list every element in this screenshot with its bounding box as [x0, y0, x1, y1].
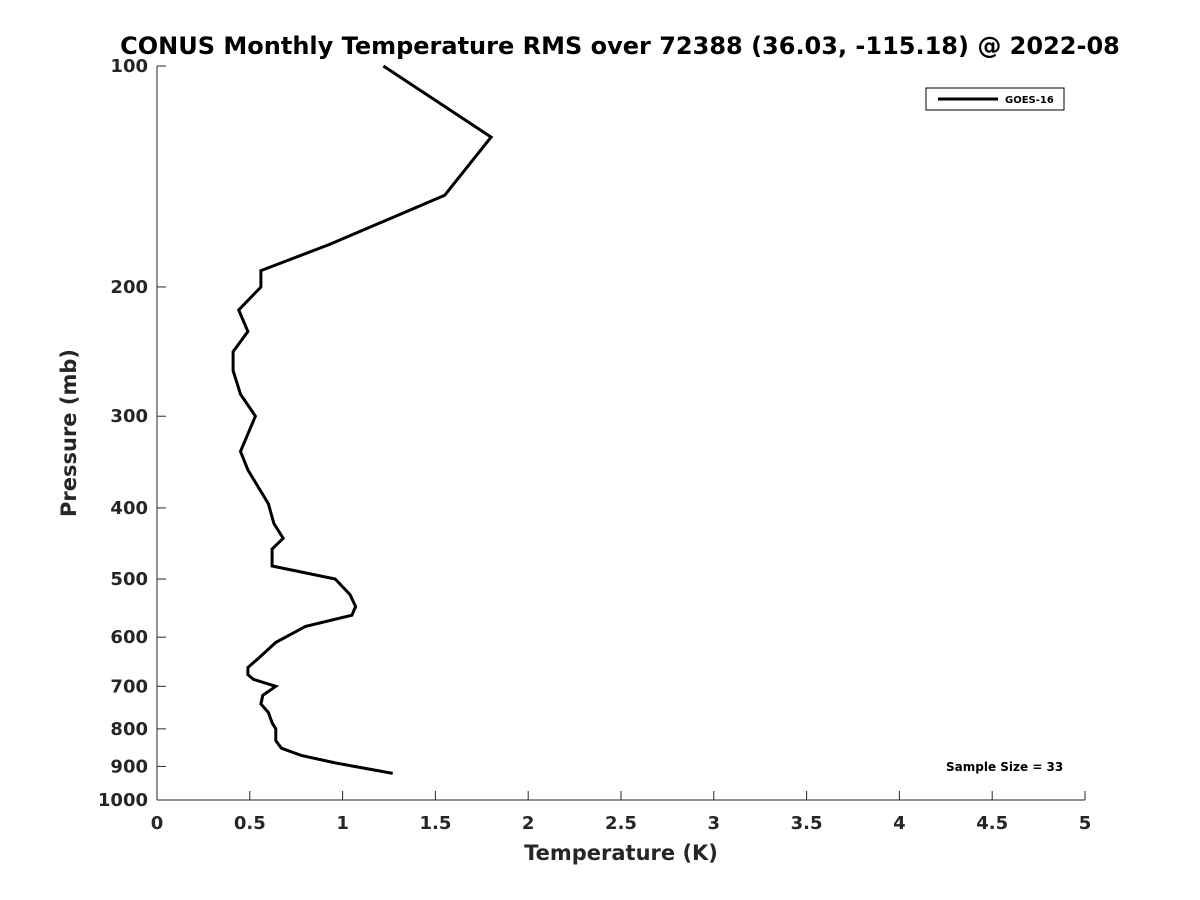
y-tick-label: 100: [110, 56, 148, 77]
x-tick-label: 2.5: [605, 813, 637, 834]
legend-label: GOES-16: [1005, 95, 1054, 106]
y-tick-label: 300: [110, 406, 148, 427]
y-tick-label: 400: [110, 498, 148, 519]
x-tick-label: 3: [708, 813, 721, 834]
legend: GOES-16: [925, 87, 1065, 111]
y-axis-label: Pressure (mb): [57, 349, 81, 517]
y-tick-label: 500: [110, 569, 148, 590]
y-tick-label: 800: [110, 719, 148, 740]
y-tick-label: 700: [110, 676, 148, 697]
x-tick-label: 4: [893, 813, 906, 834]
x-tick-label: 2: [522, 813, 535, 834]
y-tick-label: 900: [110, 756, 148, 777]
x-tick-label: 5: [1079, 813, 1092, 834]
chart-title: CONUS Monthly Temperature RMS over 72388…: [120, 32, 1120, 60]
y-axis-ticks: 100 200 300 400 500 600 700 800 900 1000: [98, 56, 166, 811]
y-tick-label: 1000: [98, 790, 148, 811]
x-tick-label: 4.5: [976, 813, 1008, 834]
x-tick-label: 1: [336, 813, 349, 834]
series-line-goes-16: [231, 64, 494, 775]
x-axis-ticks: 0 0.5 1 1.5 2 2.5 3 3.5 4 4.5 5: [151, 791, 1092, 834]
x-tick-label: 1.5: [419, 813, 451, 834]
x-tick-label: 0.5: [234, 813, 266, 834]
y-tick-label: 200: [110, 277, 148, 298]
plot-area: [156, 66, 1085, 801]
sample-size-annotation: Sample Size = 33: [946, 760, 1063, 774]
x-tick-label: 3.5: [791, 813, 823, 834]
y-tick-label: 600: [110, 627, 148, 648]
x-tick-label: 0: [151, 813, 164, 834]
series-layer: [231, 64, 494, 775]
x-axis-label: Temperature (K): [524, 841, 718, 865]
